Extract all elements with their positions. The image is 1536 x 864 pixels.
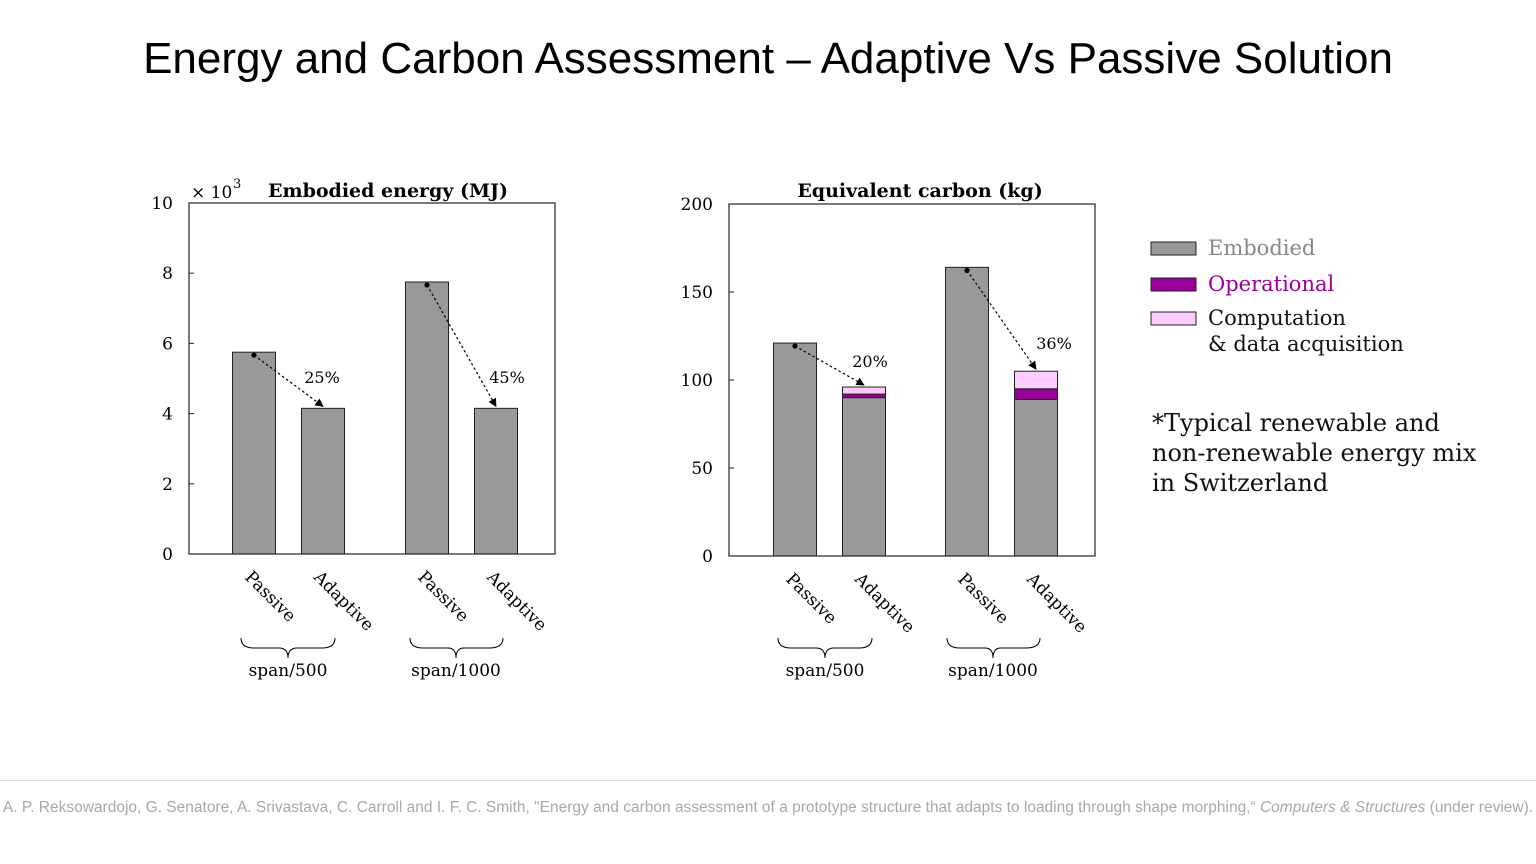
x-tick-label: Adaptive xyxy=(482,567,551,636)
chart1-brace-span1000 xyxy=(409,637,504,659)
chart1-y-axis: 0 2 4 6 8 10 xyxy=(151,194,194,565)
chart2-group-label-span500: span/500 xyxy=(786,661,865,681)
citation: A. P. Reksowardojo, G. Senatore, A. Sriv… xyxy=(0,799,1536,817)
bar-embodied-4 xyxy=(1014,398,1058,557)
chart2-reduction-label-1: 20% xyxy=(852,352,888,371)
bar-4 xyxy=(474,407,518,555)
chart1-group-label-span500: span/500 xyxy=(249,661,328,681)
y-tick-label: 8 xyxy=(162,264,173,284)
chart1-plot-frame xyxy=(188,202,556,555)
y-tick-label: 10 xyxy=(151,194,173,214)
y-tick-label: 100 xyxy=(681,371,713,391)
bar-2 xyxy=(301,407,345,555)
bar-operational-4 xyxy=(1014,388,1058,400)
reduction-arrow-1 xyxy=(253,354,324,407)
footer-divider xyxy=(0,780,1536,781)
chart1-reduction-label-1: 25% xyxy=(304,368,340,387)
legend-label-computation: Computation xyxy=(1208,306,1346,330)
chart2-brace-span1000 xyxy=(946,637,1041,659)
reduction-arrow-2 xyxy=(426,284,497,408)
x-tick-label: Passive xyxy=(781,569,840,628)
y-tick-label: 150 xyxy=(681,283,713,303)
chart2-brace-span500 xyxy=(777,637,873,659)
legend-label-operational: Operational xyxy=(1208,272,1334,296)
citation-status: (under review). xyxy=(1425,799,1534,816)
chart1-title: Embodied energy (MJ) xyxy=(268,180,508,202)
chart1-brace-span500 xyxy=(240,637,336,659)
bar-embodied-3 xyxy=(945,266,989,557)
chart2-y-axis: 0 50 100 150 200 xyxy=(681,195,734,567)
chart2-reduction-arrows xyxy=(792,267,1037,386)
bar-computation-2 xyxy=(842,386,886,395)
bar-operational-2 xyxy=(842,393,886,399)
chart2-reduction-label-2: 36% xyxy=(1036,334,1072,353)
y-tick-label: 4 xyxy=(162,405,173,425)
legend-swatch-computation xyxy=(1150,311,1197,326)
x-tick-label: Passive xyxy=(953,569,1012,628)
equivalent-carbon-chart: Equivalent carbon (kg) 0 50 100 150 200 Pass… xyxy=(681,180,1096,681)
chart1-bars xyxy=(232,281,518,555)
reduction-arrow-2 xyxy=(966,270,1037,370)
bar-computation-4 xyxy=(1014,370,1058,390)
bar-3 xyxy=(405,281,449,555)
x-tick-label: Passive xyxy=(240,567,299,626)
bar-embodied-1 xyxy=(773,342,817,557)
citation-journal: Computers & Structures xyxy=(1259,799,1426,816)
legend-swatch-operational xyxy=(1150,277,1197,292)
chart-legend: Embodied Operational Computation & data … xyxy=(1150,236,1404,356)
chart1-multiplier-exponent: 3 xyxy=(233,177,241,192)
y-tick-label: 0 xyxy=(702,547,713,567)
chart2-x-axis: Passive Adaptive Passive Adaptive xyxy=(781,569,1090,638)
x-tick-label: Passive xyxy=(413,567,472,626)
x-tick-label: Adaptive xyxy=(850,569,919,638)
y-tick-label: 200 xyxy=(681,195,713,215)
y-tick-label: 0 xyxy=(162,545,173,565)
energy-mix-note: *Typical renewable and non-renewable ene… xyxy=(1152,409,1477,497)
y-tick-label: 6 xyxy=(162,334,173,354)
chart2-group-label-span1000: span/1000 xyxy=(948,661,1038,681)
embodied-energy-chart: Embodied energy (MJ) × 10 3 0 2 4 6 8 10 Pass… xyxy=(151,177,556,681)
chart2-bars xyxy=(773,266,1058,557)
chart1-x-axis: Passive Adaptive Passive Adaptive xyxy=(240,567,550,636)
legend-label-computation-line2: & data acquisition xyxy=(1208,332,1404,356)
chart1-reduction-label-2: 45% xyxy=(489,368,525,387)
reduction-arrow-1 xyxy=(794,345,865,386)
chart2-title: Equivalent carbon (kg) xyxy=(797,180,1042,202)
legend-swatch-embodied xyxy=(1150,241,1197,256)
legend-label-embodied: Embodied xyxy=(1208,236,1315,260)
bar-1 xyxy=(232,351,276,555)
x-tick-label: Adaptive xyxy=(1022,569,1091,638)
citation-text: A. P. Reksowardojo, G. Senatore, A. Sriv… xyxy=(2,799,1260,816)
y-tick-label: 50 xyxy=(691,459,713,479)
chart1-multiplier: × 10 xyxy=(191,183,232,203)
chart1-reduction-arrows xyxy=(251,282,497,408)
slide-title: Energy and Carbon Assessment – Adaptive … xyxy=(143,34,1393,83)
chart1-group-label-span1000: span/1000 xyxy=(411,661,501,681)
bar-embodied-2 xyxy=(842,397,886,557)
x-tick-label: Adaptive xyxy=(309,567,378,636)
y-tick-label: 2 xyxy=(162,475,173,495)
